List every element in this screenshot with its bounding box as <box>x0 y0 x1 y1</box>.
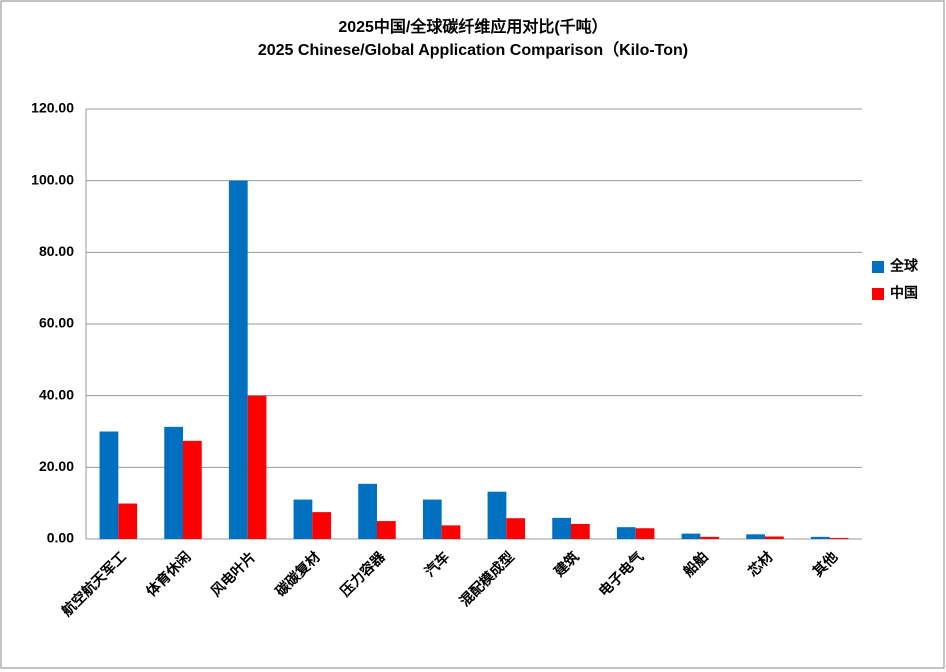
chart-title: 2025中国/全球碳纤维应用对比(千吨） <box>338 17 607 36</box>
bar <box>441 525 461 539</box>
bar <box>183 440 202 539</box>
bar <box>358 483 377 539</box>
bar <box>118 503 138 539</box>
bar <box>810 536 830 539</box>
bar <box>247 395 267 539</box>
bar <box>312 512 332 539</box>
y-tick-label: 120.00 <box>31 100 74 116</box>
bar <box>746 534 765 539</box>
y-tick-label: 0.00 <box>47 530 74 546</box>
bar <box>635 528 655 539</box>
chart-subtitle: 2025 Chinese/Global Application Comparis… <box>258 41 688 59</box>
legend-label: 中国 <box>890 285 918 301</box>
bar <box>506 518 526 539</box>
y-tick-label: 60.00 <box>39 315 74 331</box>
legend-label: 全球 <box>889 258 919 274</box>
bar <box>293 499 313 539</box>
bar <box>228 180 248 539</box>
bar <box>552 517 571 539</box>
bar <box>616 527 636 539</box>
bar <box>99 431 119 539</box>
bar <box>765 536 784 539</box>
bar <box>681 533 701 539</box>
y-tick-label: 100.00 <box>31 171 74 187</box>
bar <box>487 491 507 539</box>
bar <box>422 499 442 539</box>
legend-swatch <box>872 261 884 273</box>
bar <box>829 537 849 539</box>
bar <box>164 426 183 539</box>
bar <box>700 536 720 539</box>
y-tick-label: 20.00 <box>39 458 74 474</box>
bar <box>571 523 590 539</box>
y-tick-label: 80.00 <box>39 243 74 259</box>
y-tick-label: 40.00 <box>39 386 74 402</box>
legend-swatch <box>872 288 884 300</box>
bar <box>377 521 396 539</box>
